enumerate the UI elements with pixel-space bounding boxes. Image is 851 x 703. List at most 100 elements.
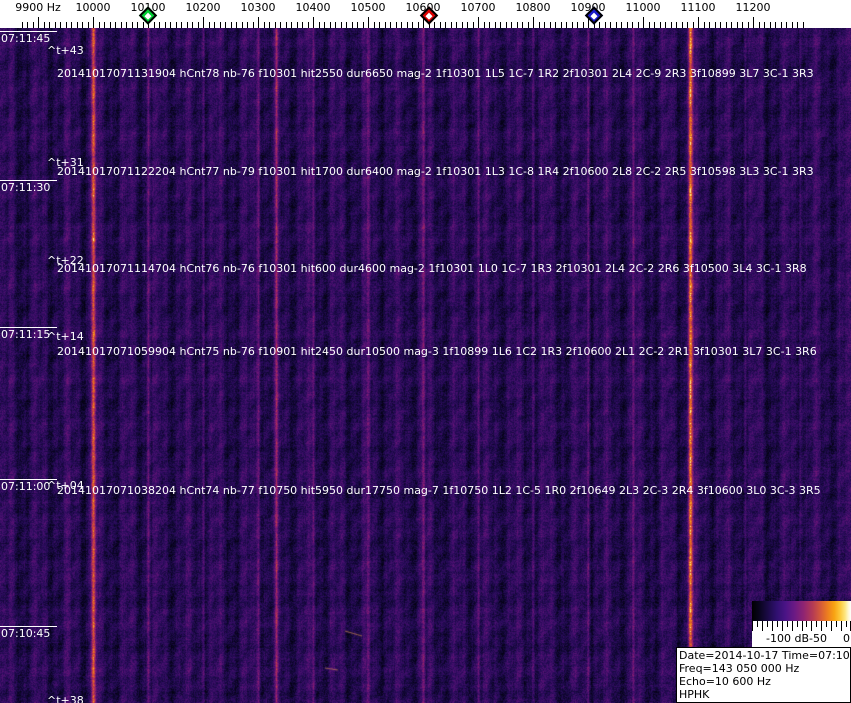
freq-tick (610, 22, 611, 28)
colorbar-tick (787, 621, 788, 627)
colorbar-tick (762, 621, 763, 631)
freq-tick (621, 22, 622, 28)
echo-time-offset-label: ^t+14 (47, 330, 84, 343)
freq-tick (324, 22, 325, 28)
freq-tick (236, 22, 237, 28)
freq-tick-label: 10200 (185, 1, 221, 14)
freq-tick (522, 22, 523, 28)
freq-tick (517, 22, 518, 28)
colorbar-labels: -100 dB -50 0 (752, 631, 851, 647)
freq-tick (638, 22, 639, 28)
freq-tick (27, 22, 28, 28)
time-axis-label: 07:11:45 (0, 31, 57, 45)
freq-tick (143, 22, 144, 28)
freq-tick (352, 22, 353, 28)
freq-tick (665, 22, 666, 28)
freq-tick (297, 22, 298, 28)
freq-tick (104, 22, 105, 28)
freq-tick (605, 22, 606, 28)
freq-tick (456, 22, 457, 28)
freq-tick (803, 22, 804, 28)
freq-tick (550, 22, 551, 28)
freq-tick (170, 22, 171, 28)
freq-tick (60, 22, 61, 28)
colorbar-tick (757, 621, 758, 627)
freq-tick (748, 22, 749, 28)
freq-tick (55, 22, 56, 28)
echo-record-line: 20141017071122204 hCnt77 nb-79 f10301 hi… (57, 165, 814, 178)
freq-tick (720, 22, 721, 28)
freq-tick (33, 22, 34, 28)
colorbar-tick (782, 621, 783, 631)
freq-tick (264, 22, 265, 28)
time-axis-label: 07:11:15 (0, 327, 57, 341)
freq-tick (528, 22, 529, 28)
echo-time-offset-label: ^t+43 (47, 44, 84, 57)
freq-tick (253, 22, 254, 28)
spectrogram-canvas[interactable]: 07:11:45 07:11:30 07:11:15 07:11:00 07:10:45… (0, 28, 851, 703)
freq-tick (49, 22, 50, 28)
freq-tick-label: 10400 (295, 1, 331, 14)
colorbar-tick (806, 621, 807, 627)
freq-tick (440, 22, 441, 28)
echo-record-line: 20141017071059904 hCnt75 nb-76 f10901 hi… (57, 345, 817, 358)
freq-tick (616, 22, 617, 28)
freq-tick (726, 22, 727, 28)
freq-tick (209, 22, 210, 28)
freq-tick-label: 10700 (460, 1, 496, 14)
freq-tick (687, 22, 688, 28)
freq-tick (357, 22, 358, 28)
freq-tick (572, 22, 573, 28)
freq-tick (577, 22, 578, 28)
freq-tick (775, 22, 776, 28)
freq-tick-label: 11000 (625, 1, 661, 14)
freq-tick (66, 22, 67, 28)
colorbar-tick (752, 621, 753, 631)
freq-tick (308, 22, 309, 28)
colorbar-tick (802, 621, 803, 631)
freq-tick (693, 22, 694, 28)
freq-tick (489, 22, 490, 28)
freq-tick (753, 17, 754, 28)
freq-tick (396, 22, 397, 28)
freq-tick (379, 22, 380, 28)
freq-tick-label: 11200 (735, 1, 771, 14)
freq-tick (198, 22, 199, 28)
freq-tick (154, 22, 155, 28)
colorbar-tick (836, 621, 837, 627)
freq-tick-label: 10000 (75, 1, 111, 14)
freq-tick (478, 17, 479, 28)
freq-tick (495, 22, 496, 28)
freq-tick (588, 17, 589, 28)
colorbar-tick (772, 621, 773, 631)
colorbar-gradient (752, 601, 851, 621)
freq-tick (341, 22, 342, 28)
freq-tick (77, 22, 78, 28)
colorbar-tick (777, 621, 778, 627)
colorbar-tick (846, 621, 847, 627)
colorbar-tick (792, 621, 793, 631)
colorbar-tick (831, 621, 832, 631)
freq-tick (797, 22, 798, 28)
colorbar-label: 0 (843, 632, 850, 645)
freq-tick (346, 22, 347, 28)
colorbar-tick (826, 621, 827, 627)
freq-tick (225, 22, 226, 28)
freq-tick (429, 22, 430, 28)
freq-tick-label: 11100 (680, 1, 716, 14)
freq-tick (643, 17, 644, 28)
freq-tick (38, 17, 39, 28)
echo-time-offset-label: ^t+22 (47, 254, 84, 267)
freq-tick (330, 22, 331, 28)
echo-record-line: 20141017071038204 hCnt74 nb-77 f10750 hi… (57, 484, 821, 497)
colorbar-tick (797, 621, 798, 627)
colorbar-tick (767, 621, 768, 627)
freq-tick-label: 10300 (240, 1, 276, 14)
freq-tick (203, 17, 204, 28)
freq-tick (715, 22, 716, 28)
freq-tick (709, 22, 710, 28)
freq-tick (319, 22, 320, 28)
freq-tick (792, 22, 793, 28)
echo-record-line: 20141017071114704 hCnt76 nb-76 f10301 hi… (57, 262, 807, 275)
freq-tick (412, 22, 413, 28)
